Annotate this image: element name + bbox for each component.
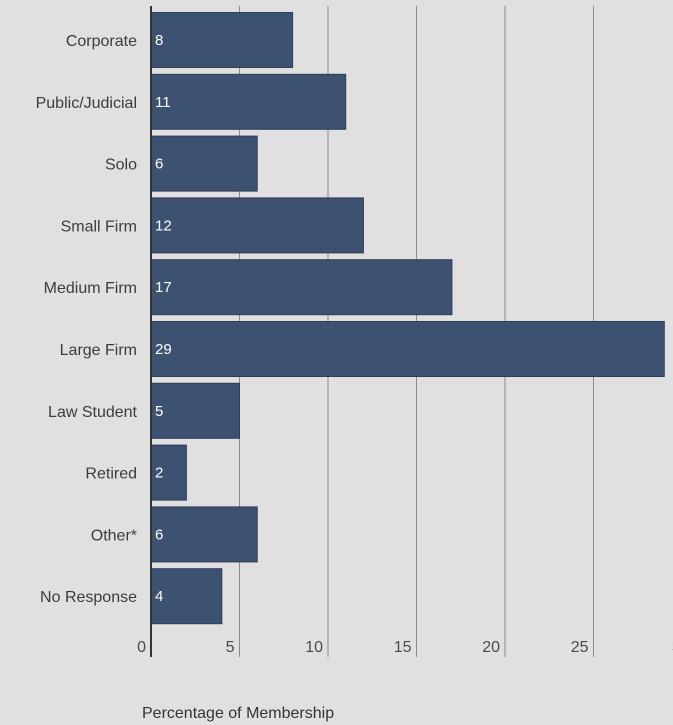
bar: [150, 444, 187, 501]
bar-value-label: 6: [155, 156, 163, 173]
bar-value-label: 2: [155, 465, 163, 482]
bar-value-label: 8: [155, 32, 163, 49]
category-label: Public/Judicial: [36, 95, 137, 112]
x-axis-title: Percentage of Membership: [142, 705, 334, 722]
x-tick-label: 10: [305, 639, 323, 656]
category-label: Small Firm: [61, 218, 137, 235]
category-label: Large Firm: [60, 342, 137, 359]
bar-value-label: 12: [155, 217, 172, 234]
bar: [150, 321, 665, 377]
bar-value-labels: 8 11 6 12 17 29 5 2 6 4: [155, 32, 172, 605]
x-tick-label: 20: [482, 639, 500, 656]
bar: [150, 135, 258, 192]
bar: [150, 506, 258, 563]
bar-value-label: 11: [155, 94, 171, 111]
bar-value-label: 29: [155, 341, 172, 358]
x-tick-label: 25: [571, 639, 589, 656]
category-label: Retired: [85, 466, 137, 483]
bar: [150, 73, 347, 130]
x-tick-label: 15: [394, 639, 412, 656]
category-labels: Corporate Public/Judicial Solo Small Firm Me…: [36, 33, 138, 606]
x-axis-ticks: 051015202530: [137, 639, 673, 656]
x-tick-label: 5: [226, 639, 235, 656]
bars: [150, 12, 665, 625]
x-tick-label: 0: [137, 639, 146, 656]
bar-value-label: 5: [155, 403, 163, 420]
category-label: Corporate: [66, 33, 137, 50]
category-label: No Response: [40, 589, 137, 606]
category-label: Medium Firm: [44, 280, 137, 297]
bar: [150, 197, 364, 254]
category-label: Other*: [91, 527, 137, 544]
category-label: Solo: [105, 157, 137, 174]
bar: [150, 12, 294, 68]
bar-value-label: 4: [155, 588, 163, 605]
bar-value-label: 17: [155, 279, 172, 296]
bar-value-label: 6: [155, 526, 163, 543]
bar: [150, 259, 453, 316]
category-label: Law Student: [48, 404, 138, 421]
bar: [150, 382, 240, 439]
